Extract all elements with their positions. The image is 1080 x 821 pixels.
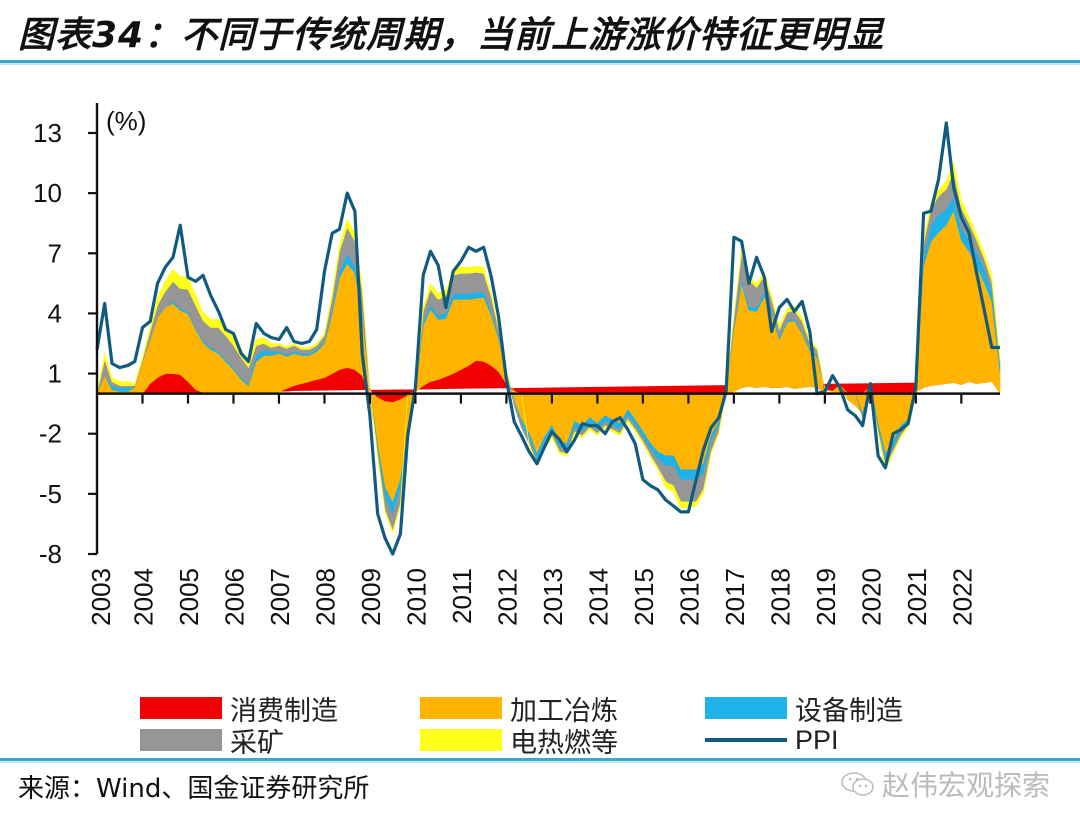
- legend-item-mining: 采矿: [140, 723, 284, 759]
- legend-swatch-equipment-mfg: [705, 697, 787, 719]
- footer-divider: [0, 758, 1080, 761]
- legend-label: 消费制造: [230, 695, 338, 727]
- stacked-areas: [96, 161, 1001, 534]
- legend-label: 电热燃等: [510, 727, 618, 759]
- area-utilities: [96, 161, 1001, 534]
- line-ppi: [95, 121, 1000, 556]
- x-tick-label: 2007: [265, 568, 295, 626]
- y-unit-label: (%): [106, 106, 146, 136]
- x-tick-label: 2013: [538, 568, 568, 626]
- x-tick-label: 2009: [356, 568, 386, 626]
- legend-item-processing-smelting: 加工冶炼: [420, 691, 618, 727]
- x-tick-label: 2012: [492, 568, 522, 626]
- ppi-line-group: [95, 121, 1000, 556]
- x-tick-label: 2005: [174, 568, 204, 626]
- watermark: 赵伟宏观探索: [840, 764, 1050, 804]
- x-tick-label: 2004: [128, 568, 158, 626]
- source-note: 来源：Wind、国金证券研究所: [18, 774, 370, 804]
- legend-item-ppi: PPI: [705, 723, 839, 757]
- x-tick-label: 2021: [902, 568, 932, 626]
- legend-line-ppi: [705, 738, 787, 742]
- legend-swatch-mining: [140, 729, 222, 751]
- title-divider-shadow: [0, 63, 1080, 65]
- footer-divider-shadow: [0, 761, 1080, 763]
- legend: 消费制造 加工冶炼 设备制造 采矿 电热燃等 PPI: [0, 685, 1080, 759]
- legend-item-utilities: 电热燃等: [420, 723, 618, 759]
- x-tick-label: 2022: [947, 568, 977, 626]
- x-tick-label: 2014: [583, 568, 613, 626]
- y-tick-label: -5: [39, 479, 62, 509]
- y-tick-label: 7: [48, 238, 62, 268]
- legend-item-equipment-mfg: 设备制造: [705, 691, 903, 727]
- legend-swatch-processing-smelting: [420, 697, 502, 719]
- y-tick-label: 10: [33, 178, 62, 208]
- wechat-icon: [841, 772, 874, 796]
- x-tick-label: 2017: [720, 568, 750, 626]
- watermark-text: 赵伟宏观探索: [882, 769, 1051, 802]
- legend-label: 采矿: [230, 727, 284, 759]
- x-tick-label: 2003: [86, 568, 116, 626]
- x-tick-label: 2016: [674, 568, 704, 626]
- chart: 13 10 7 4 1 -2 -5 -8 2003 2004 2005 2006 2007 2008 200…: [33, 103, 1001, 626]
- x-tick-label: 2015: [629, 568, 659, 626]
- legend-item-consumer-mfg: 消费制造: [140, 691, 338, 727]
- y-tick-label: 4: [48, 298, 62, 328]
- legend-swatch-consumer-mfg: [140, 697, 222, 719]
- legend-label: PPI: [795, 724, 839, 755]
- legend-swatch-utilities: [420, 729, 502, 751]
- x-tick-label: 2010: [401, 568, 431, 626]
- x-tick-label: 2008: [310, 568, 340, 626]
- area-mining: [96, 171, 1001, 532]
- y-tick-label: -8: [39, 539, 62, 569]
- chart-title: 图表34：不同于传统周期，当前上游涨价特征更明显: [18, 15, 885, 56]
- x-tick-label: 2018: [765, 568, 795, 626]
- legend-label: 加工冶炼: [510, 695, 618, 727]
- title-divider: [0, 60, 1080, 63]
- x-tick-label: 2019: [811, 568, 841, 626]
- legend-label: 设备制造: [795, 695, 903, 727]
- x-tick-label: 2006: [219, 568, 249, 626]
- x-tick-label: 2011: [447, 568, 477, 624]
- y-tick-label: 1: [48, 359, 62, 389]
- y-tick-label: -2: [39, 419, 62, 449]
- y-tick-label: 13: [33, 118, 62, 148]
- axes: 13 10 7 4 1 -2 -5 -8 2003 2004 2005 2006 2007 2008 200…: [33, 103, 1000, 626]
- x-tick-label: 2020: [856, 568, 886, 626]
